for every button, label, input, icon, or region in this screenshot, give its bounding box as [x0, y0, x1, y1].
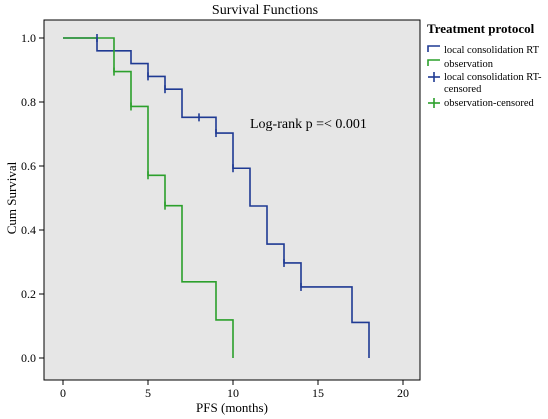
y-tick-label: 1.0 — [21, 31, 36, 45]
legend-label: local consolidation RT — [444, 45, 540, 56]
legend-swatch — [427, 59, 440, 66]
x-tick-label: 5 — [145, 386, 151, 400]
legend: Treatment protocol local consolidation R… — [427, 21, 542, 109]
y-tick-label: 0.4 — [21, 223, 36, 237]
y-axis-label: Cum Survival — [4, 161, 19, 234]
chart-title: Survival Functions — [212, 3, 318, 18]
series-line-local-consolidation-rt — [63, 37, 370, 358]
x-tick-label: 15 — [312, 386, 324, 400]
y-tick-label: 0.0 — [21, 351, 36, 365]
legend-title: Treatment protocol — [427, 21, 535, 36]
axes: 0 5 10 15 20 0.0 0.2 0.4 0.6 0.8 1.0 — [21, 31, 409, 400]
x-tick-label: 0 — [60, 386, 66, 400]
censor-layer — [96, 34, 302, 291]
plot-area — [43, 19, 421, 381]
log-rank-annotation: Log-rank p =< 0.001 — [250, 117, 367, 132]
y-tick-label: 0.2 — [21, 287, 36, 301]
y-tick-label: 0.6 — [21, 159, 36, 173]
series-layer — [63, 37, 370, 358]
series-line-observation — [63, 37, 234, 358]
legend-swatch — [427, 45, 440, 52]
legend-label: local consolidation RT-censored — [444, 72, 542, 95]
y-tick-label: 0.8 — [21, 95, 36, 109]
legend-label: observation-censored — [444, 98, 535, 109]
x-tick-label: 10 — [227, 386, 239, 400]
x-tick-label: 20 — [397, 386, 409, 400]
legend-label: observation — [444, 59, 494, 70]
x-axis-label: PFS (months) — [196, 400, 268, 415]
